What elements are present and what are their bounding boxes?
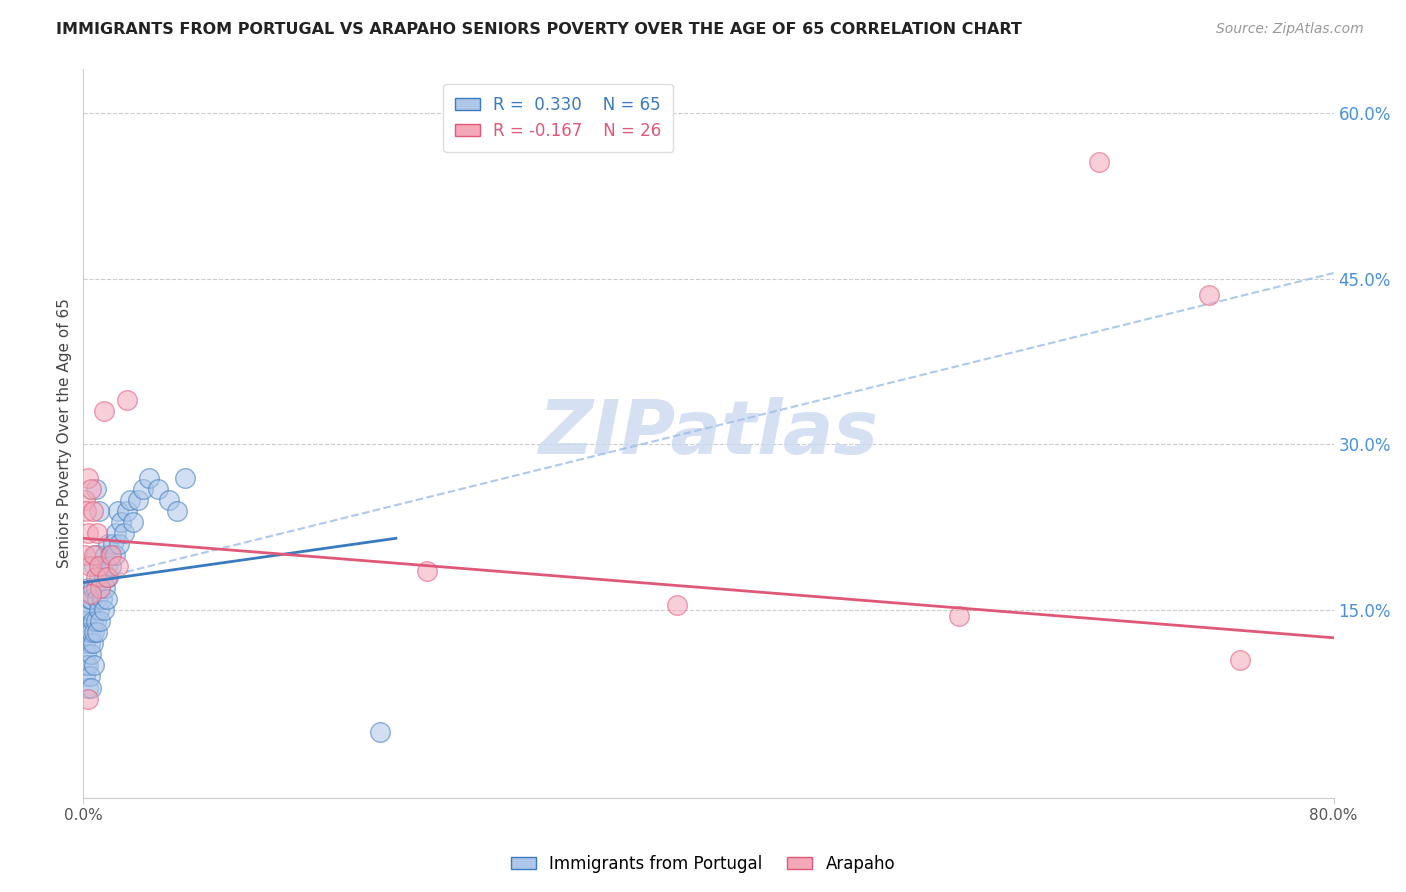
Point: [77, 625, 100, 640]
Point: [83, 625, 105, 640]
Point: [105, 525, 128, 540]
Point: [93, 404, 115, 418]
Point: [77, 581, 100, 595]
Point: [101, 537, 124, 551]
Point: [73, 636, 96, 650]
Point: [120, 492, 142, 507]
Point: [84, 570, 107, 584]
Point: [77, 470, 100, 484]
Point: [416, 565, 439, 579]
Point: [1229, 653, 1251, 667]
Point: [83, 558, 105, 573]
Text: Source: ZipAtlas.com: Source: ZipAtlas.com: [1216, 22, 1364, 37]
Point: [138, 470, 160, 484]
Point: [97, 570, 120, 584]
Point: [75, 503, 97, 517]
Point: [107, 503, 129, 517]
Y-axis label: Seniors Poverty Over the Age of 65: Seniors Poverty Over the Age of 65: [58, 298, 72, 568]
Point: [73, 548, 96, 562]
Point: [80, 482, 103, 496]
Point: [73, 669, 96, 683]
Point: [122, 515, 145, 529]
Legend: R =  0.330    N = 65, R = -0.167    N = 26: R = 0.330 N = 65, R = -0.167 N = 26: [443, 84, 673, 152]
Point: [100, 548, 122, 562]
Point: [75, 648, 97, 662]
Point: [948, 608, 970, 623]
Point: [80, 681, 103, 695]
Point: [131, 482, 153, 496]
Point: [157, 492, 180, 507]
Point: [666, 598, 689, 612]
Point: [96, 558, 118, 573]
Legend: Immigrants from Portugal, Arapaho: Immigrants from Portugal, Arapaho: [505, 848, 901, 880]
Text: IMMIGRANTS FROM PORTUGAL VS ARAPAHO SENIORS POVERTY OVER THE AGE OF 65 CORRELATI: IMMIGRANTS FROM PORTUGAL VS ARAPAHO SENI…: [56, 22, 1022, 37]
Point: [82, 581, 104, 595]
Point: [148, 482, 170, 496]
Point: [80, 625, 103, 640]
Point: [80, 586, 103, 600]
Point: [94, 581, 117, 595]
Point: [79, 636, 101, 650]
Point: [96, 592, 118, 607]
Point: [80, 592, 103, 607]
Point: [84, 482, 107, 496]
Point: [79, 592, 101, 607]
Point: [84, 614, 107, 628]
Point: [87, 503, 110, 517]
Point: [97, 537, 120, 551]
Point: [77, 681, 100, 695]
Point: [82, 503, 104, 517]
Point: [173, 470, 195, 484]
Text: ZIPatlas: ZIPatlas: [538, 397, 879, 470]
Point: [77, 525, 100, 540]
Point: [77, 691, 100, 706]
Point: [86, 625, 108, 640]
Point: [107, 558, 129, 573]
Point: [75, 658, 97, 673]
Point: [127, 492, 149, 507]
Point: [79, 669, 101, 683]
Point: [91, 558, 114, 573]
Point: [93, 570, 115, 584]
Point: [79, 603, 101, 617]
Point: [89, 614, 111, 628]
Point: [91, 592, 114, 607]
Point: [87, 558, 110, 573]
Point: [83, 658, 105, 673]
Point: [115, 393, 138, 408]
Point: [166, 503, 188, 517]
Point: [96, 570, 118, 584]
Point: [1088, 155, 1111, 169]
Point: [87, 603, 110, 617]
Point: [89, 581, 111, 595]
Point: [98, 548, 121, 562]
Point: [368, 724, 391, 739]
Point: [115, 503, 138, 517]
Point: [73, 492, 96, 507]
Point: [93, 603, 115, 617]
Point: [94, 548, 117, 562]
Point: [87, 570, 110, 584]
Point: [112, 525, 135, 540]
Point: [82, 614, 104, 628]
Point: [110, 515, 132, 529]
Point: [77, 658, 100, 673]
Point: [82, 636, 104, 650]
Point: [79, 558, 101, 573]
Point: [108, 537, 131, 551]
Point: [103, 548, 125, 562]
Point: [84, 581, 107, 595]
Point: [84, 548, 107, 562]
Point: [73, 603, 96, 617]
Point: [83, 548, 105, 562]
Point: [89, 581, 111, 595]
Point: [86, 525, 108, 540]
Point: [86, 592, 108, 607]
Point: [1198, 288, 1220, 302]
Point: [100, 558, 122, 573]
Point: [80, 648, 103, 662]
Point: [75, 614, 97, 628]
